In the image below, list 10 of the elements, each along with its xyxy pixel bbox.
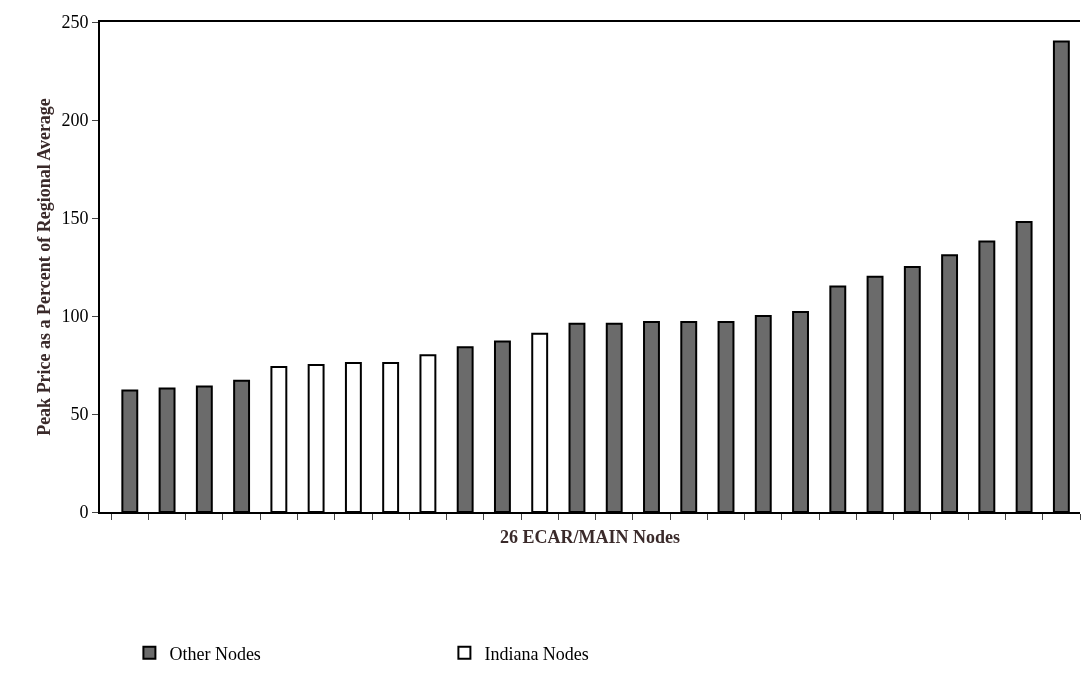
x-axis-title: 26 ECAR/MAIN Nodes	[500, 527, 680, 548]
legend-label: Indiana Nodes	[484, 643, 589, 664]
y-axis-title: Peak Price as a Percent of Regional Average	[34, 98, 55, 436]
y-tick-label: 200	[61, 110, 89, 131]
y-tick-label: 100	[61, 306, 89, 327]
legend-label: Other Nodes	[169, 643, 261, 664]
y-tick-label: 250	[61, 12, 89, 33]
y-tick-label: 50	[70, 404, 89, 425]
y-tick-label: 0	[79, 502, 89, 523]
y-tick-label: 150	[61, 208, 89, 229]
